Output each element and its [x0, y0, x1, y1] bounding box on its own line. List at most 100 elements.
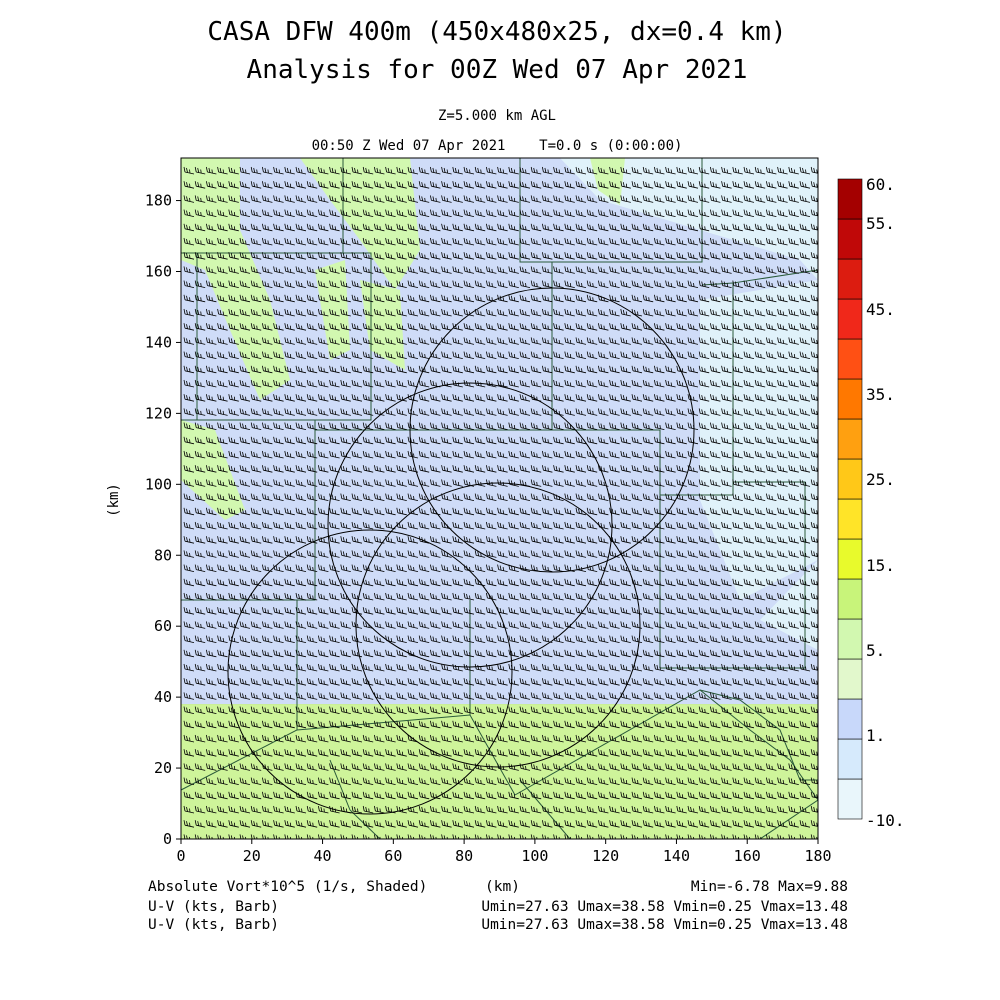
- wind-barb: [788, 266, 799, 274]
- wind-barb: [407, 791, 419, 800]
- wind-barb: [810, 323, 818, 330]
- wind-barb: [295, 791, 307, 800]
- wind-barb: [284, 507, 295, 516]
- wind-barb: [463, 678, 475, 686]
- wind-barb: [564, 564, 575, 572]
- wind-barb: [262, 777, 273, 785]
- wind-barb: [463, 436, 475, 445]
- wind-barb: [710, 649, 721, 658]
- wind-barb: [385, 465, 396, 473]
- wind-barb: [206, 323, 217, 331]
- colorbar-label: 35.: [866, 385, 895, 404]
- wind-barb: [239, 479, 251, 487]
- wind-barb: [654, 181, 665, 189]
- wind-barb: [306, 493, 318, 501]
- wind-barb: [564, 791, 575, 800]
- wind-barb: [542, 592, 553, 601]
- wind-barb: [183, 791, 195, 800]
- wind-barb: [710, 536, 721, 544]
- wind-barb: [396, 692, 407, 700]
- wind-barb: [553, 493, 564, 501]
- wind-barb: [284, 465, 295, 473]
- wind-barb: [497, 678, 508, 686]
- wind-barb: [766, 408, 777, 416]
- wind-barb: [194, 749, 206, 757]
- wind-barb: [228, 337, 239, 345]
- wind-barb: [721, 749, 732, 757]
- wind-barb: [553, 365, 564, 374]
- wind-barb: [766, 749, 777, 757]
- wind-barb: [642, 521, 654, 530]
- wind-barb: [318, 195, 329, 203]
- wind-barb: [273, 749, 284, 757]
- wind-barb: [228, 379, 239, 388]
- wind-barb: [654, 479, 665, 487]
- wind-barb: [631, 237, 643, 246]
- wind-barb: [250, 536, 262, 544]
- wind-barb: [374, 649, 385, 658]
- wind-barb: [418, 820, 430, 828]
- wind-barb: [519, 550, 531, 558]
- wind-barb: [732, 237, 743, 246]
- wind-barb: [463, 408, 475, 416]
- wind-barb: [497, 791, 508, 800]
- wind-barb: [542, 521, 553, 530]
- wind-barb: [553, 706, 564, 714]
- wind-barb: [239, 592, 251, 601]
- wind-barb: [788, 294, 799, 303]
- wind-barb: [620, 805, 631, 814]
- wind-barb: [564, 323, 575, 331]
- wind-barb: [228, 678, 239, 686]
- wind-barb: [777, 507, 788, 516]
- wind-barb: [250, 181, 262, 189]
- wind-barb: [631, 195, 643, 203]
- wind-barb: [228, 308, 239, 317]
- wind-barb: [452, 791, 463, 800]
- wind-barb: [620, 351, 631, 359]
- wind-barb: [486, 536, 497, 544]
- wind-barb: [788, 280, 799, 288]
- wind-barb: [620, 195, 631, 203]
- wind-barb: [329, 308, 340, 317]
- wind-barb: [598, 266, 609, 274]
- wind-barb: [766, 706, 777, 714]
- wind-barb: [665, 777, 676, 785]
- wind-barb: [564, 592, 575, 601]
- wind-barb: [228, 351, 239, 359]
- wind-barb: [250, 734, 262, 743]
- wind-barb: [295, 252, 307, 260]
- wind-barb: [766, 692, 777, 700]
- wind-barb: [810, 308, 818, 316]
- wind-barb: [463, 749, 475, 757]
- wind-barb: [262, 649, 273, 658]
- wind-barb: [273, 649, 284, 658]
- wind-barb: [340, 763, 351, 771]
- wind-barb: [698, 436, 710, 445]
- wind-barb: [788, 805, 799, 814]
- wind-barb: [710, 479, 721, 487]
- wind-barb: [340, 805, 351, 814]
- wind-barb: [486, 379, 497, 388]
- wind-barb: [418, 777, 430, 785]
- wind-barb: [306, 450, 318, 459]
- wind-barb: [217, 734, 228, 743]
- x-tick-label: 80: [455, 847, 473, 865]
- wind-barb: [810, 479, 818, 487]
- wind-barb: [362, 777, 374, 785]
- wind-barb: [631, 365, 643, 374]
- wind-barb: [788, 777, 799, 785]
- wind-barb: [530, 408, 542, 416]
- wind-barb: [273, 791, 284, 800]
- wind-barb: [732, 408, 743, 416]
- wind-barb: [385, 720, 396, 729]
- wind-barb: [553, 763, 564, 771]
- wind-barb: [642, 777, 654, 785]
- wind-barb: [194, 592, 206, 601]
- wind-barb: [217, 692, 228, 700]
- wind-barb: [497, 749, 508, 757]
- wind-barb: [273, 308, 284, 317]
- wind-barb: [306, 763, 318, 771]
- wind-barb: [306, 564, 318, 572]
- wind-barb: [732, 834, 740, 839]
- wind-barb: [362, 592, 374, 601]
